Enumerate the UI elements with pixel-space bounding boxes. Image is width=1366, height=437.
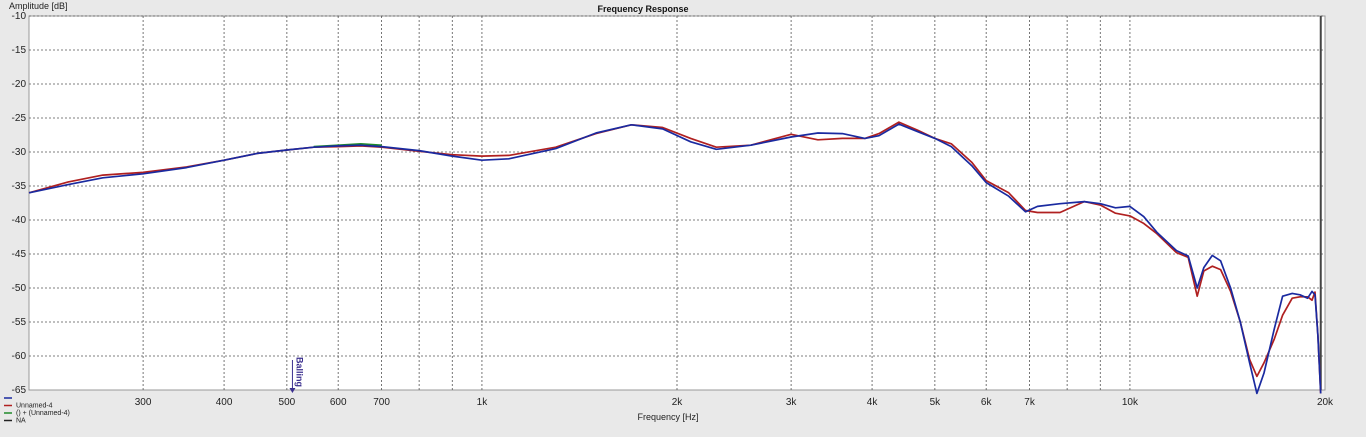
x-tick-label: 5k [930, 397, 942, 408]
legend-label: () + (Unnamed-4) [16, 410, 70, 417]
x-tick-label: 300 [135, 397, 152, 408]
y-tick-label: -50 [12, 283, 27, 294]
x-tick-label: 20k [1317, 397, 1334, 408]
x-tick-label: 500 [279, 397, 296, 408]
y-tick-label: -40 [12, 215, 27, 226]
series-line-0 [28, 123, 1322, 395]
y-tick-label: -10 [12, 11, 27, 22]
grid-lines [29, 15, 1325, 390]
frequency-marker[interactable]: Balling [289, 357, 304, 393]
marker-arrow [289, 388, 296, 393]
chart-title: Frequency Response [597, 4, 688, 14]
series-lines [28, 121, 1322, 395]
x-tick-label: 3k [786, 397, 798, 408]
x-tick-label: 400 [216, 397, 233, 408]
x-tick-labels: 300 400 500 600 700 1k 2k 3k 4k 5k 6k 7k 10k 20k [135, 397, 1334, 408]
x-tick-label: 600 [330, 397, 347, 408]
y-axis-title: Amplitude [dB] [9, 1, 68, 11]
marker-label: Balling [294, 357, 304, 387]
legend: Unnamed-4() + (Unnamed-4)NA [4, 397, 70, 425]
x-tick-label: 10k [1122, 397, 1139, 408]
y-tick-label: -30 [12, 147, 27, 158]
plot-area [28, 15, 1326, 391]
legend-label: Unnamed-4 [16, 403, 53, 410]
legend-label: NA [16, 418, 26, 425]
y-tick-labels: -10 -15 -20 -25 -30 -35 -40 -45 -50 -55 -60 -65 [12, 11, 27, 396]
y-tick-label: -45 [12, 249, 27, 260]
x-axis-title: Frequency [Hz] [637, 412, 698, 422]
y-tick-label: -60 [12, 351, 27, 362]
y-tick-label: -25 [12, 113, 27, 124]
x-tick-label: 7k [1024, 397, 1036, 408]
x-tick-label: 1k [477, 397, 489, 408]
y-tick-label: -65 [12, 385, 27, 396]
y-tick-label: -55 [12, 317, 27, 328]
x-tick-label: 4k [867, 397, 879, 408]
x-tick-label: 700 [373, 397, 390, 408]
y-tick-label: -20 [12, 79, 27, 90]
x-tick-label: 6k [981, 397, 993, 408]
x-tick-label: 2k [672, 397, 684, 408]
y-tick-label: -15 [12, 45, 27, 56]
y-tick-label: -35 [12, 181, 27, 192]
